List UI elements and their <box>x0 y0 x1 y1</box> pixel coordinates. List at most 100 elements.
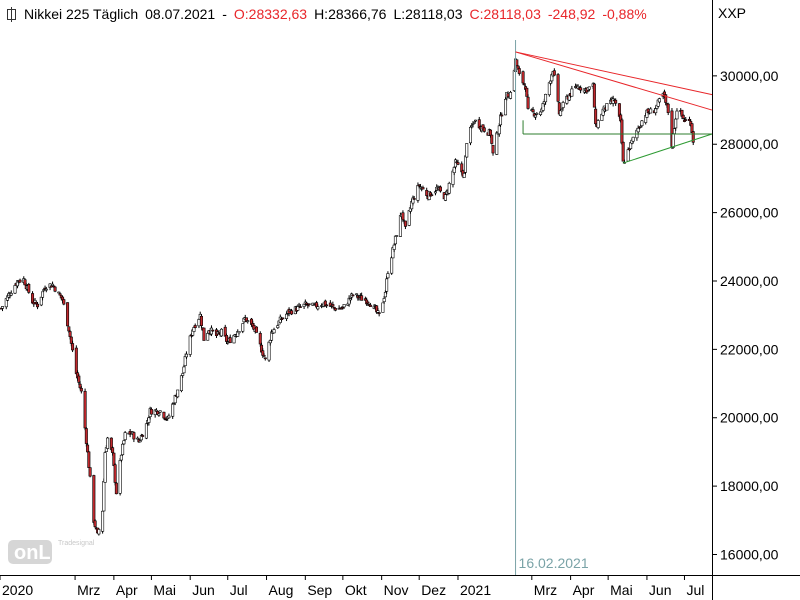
candle-down <box>263 357 267 360</box>
candle-down <box>93 520 97 528</box>
candle-down <box>211 329 215 332</box>
candle-up <box>468 126 472 144</box>
y-tick-label: 28000,00 <box>720 136 779 152</box>
candle-down <box>421 187 425 190</box>
candle-down <box>228 337 232 344</box>
candle-down <box>526 96 530 109</box>
candle-down <box>255 326 259 333</box>
logo-badge <box>8 540 52 564</box>
x-tick-label: Jul <box>230 582 248 598</box>
candle-down <box>77 375 81 383</box>
candle-down <box>552 70 556 76</box>
open-value: O:28332,63 <box>233 6 308 22</box>
candle-up <box>474 119 478 122</box>
y-tick-label: 26000,00 <box>720 205 779 221</box>
candle-up <box>179 375 183 391</box>
instrument-name: Nikkei 225 Täglich <box>24 6 139 22</box>
collapse-icon[interactable] <box>7 6 16 22</box>
candle-up <box>504 98 508 116</box>
tick-labels: 30000,00 28000,00 26000,00 24000,00 22000,00… <box>2 68 779 598</box>
candle-up <box>596 120 600 128</box>
candle-up <box>182 366 186 374</box>
candle-up <box>462 173 466 178</box>
candle-down <box>594 108 598 125</box>
candle-up <box>355 293 359 296</box>
header-dash: - <box>222 6 227 22</box>
candle-up <box>376 310 380 313</box>
candle-up <box>649 108 653 114</box>
candles <box>0 57 695 536</box>
candle-down <box>88 467 92 477</box>
candle-up <box>184 353 188 358</box>
candle-up <box>418 186 422 189</box>
candle-up <box>657 98 661 103</box>
candle-down <box>517 68 521 74</box>
candle-down <box>307 303 311 306</box>
candle-down <box>262 354 266 357</box>
y-tick-label: 16000,00 <box>720 546 779 562</box>
candle-up <box>386 273 390 279</box>
candle-up <box>465 143 469 158</box>
candle-down <box>490 134 494 144</box>
candle-down <box>18 279 22 283</box>
candle-up <box>188 335 192 355</box>
candle-up <box>382 298 386 303</box>
y-tick-label: 24000,00 <box>720 273 779 289</box>
candle-up <box>276 325 280 329</box>
candle-down <box>36 303 40 308</box>
candle-up <box>383 291 387 298</box>
candle-down <box>113 464 117 483</box>
candle-down <box>664 94 668 103</box>
candle-up <box>171 403 175 417</box>
candle-down <box>79 387 83 392</box>
candle-down <box>620 119 624 144</box>
candle-down <box>258 333 262 345</box>
candle-up <box>123 432 127 441</box>
candle-down <box>27 284 31 293</box>
candle-down <box>360 295 364 301</box>
candle-up <box>674 118 678 129</box>
candle-down <box>62 299 66 305</box>
candle-down <box>430 194 434 197</box>
candle-up <box>447 182 451 194</box>
low-value: L:28118,03 <box>393 6 463 22</box>
candle-down <box>111 447 115 453</box>
candle-up <box>167 415 171 419</box>
candle-down <box>491 144 495 154</box>
candle-down <box>666 103 670 113</box>
candle-up <box>316 306 320 310</box>
high-value: H:28366,76 <box>314 6 387 22</box>
candle-up <box>544 93 548 103</box>
candle-down <box>351 294 355 297</box>
candle-down <box>500 114 504 117</box>
candle-up <box>101 510 105 532</box>
x-tick-label: Mrz <box>534 582 557 598</box>
candle-up <box>395 235 399 237</box>
candle-up <box>443 194 447 201</box>
candle-up <box>219 328 223 337</box>
candle-down <box>325 304 329 307</box>
candle-down <box>67 326 71 332</box>
x-tick-label: Aug <box>269 582 294 598</box>
candle-up <box>452 167 456 173</box>
candle-down <box>412 198 416 200</box>
candle-down <box>87 451 91 468</box>
candle-up <box>390 257 394 274</box>
x-tick-label: Jun <box>649 582 672 598</box>
candle-down <box>556 74 560 102</box>
candle-up <box>587 86 591 90</box>
vertical-marker-label: 16.02.2021 <box>519 555 589 571</box>
x-tick-label: 2021 <box>460 582 491 598</box>
candle-down <box>23 279 27 286</box>
chart-header: Nikkei 225 Täglich 08.07.2021 - O:28332,… <box>0 0 712 28</box>
candle-up <box>197 318 201 327</box>
candle-down <box>531 109 535 113</box>
y-tick-label: 22000,00 <box>720 341 779 357</box>
candle-up <box>103 452 107 483</box>
candle-up <box>570 88 574 97</box>
candle-down <box>366 301 370 304</box>
candle-up <box>626 149 630 162</box>
candle-up <box>9 293 13 296</box>
